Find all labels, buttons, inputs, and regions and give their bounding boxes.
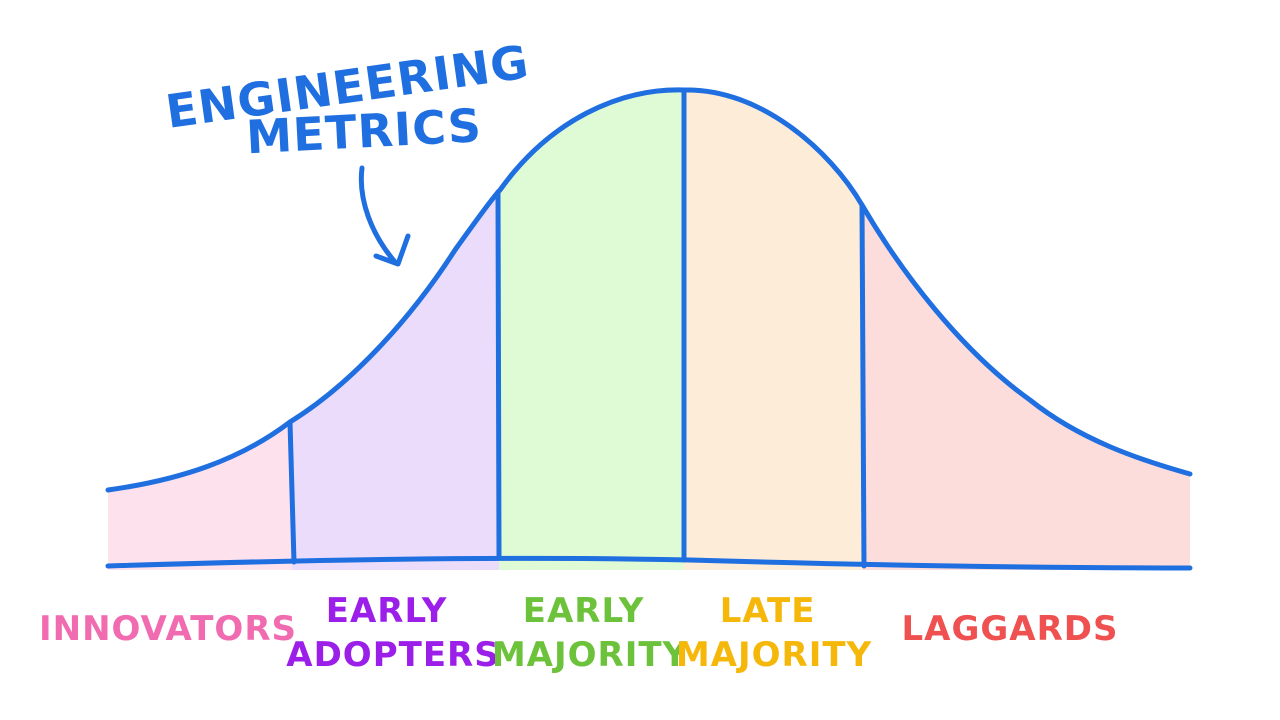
laggards-region xyxy=(863,89,1190,570)
late-majority-region xyxy=(684,89,863,570)
label-laggards: LAGGARDS xyxy=(902,609,1119,649)
segment-labels: INNOVATORS EARLY ADOPTERS EARLY MAJORITY… xyxy=(39,591,1119,675)
label-innovators-line-1: INNOVATORS xyxy=(39,609,297,649)
bell-curve xyxy=(105,87,1193,493)
label-early-majority: EARLY MAJORITY xyxy=(492,591,688,675)
baseline xyxy=(105,555,1193,571)
annotation-line-2: METRICS xyxy=(245,98,483,164)
divider-4 xyxy=(859,202,867,569)
label-laggards-line-1: LAGGARDS xyxy=(902,609,1119,649)
label-early-adopters-line-1: EARLY xyxy=(326,591,448,631)
divider-1 xyxy=(287,419,297,565)
label-early-majority-line-2: MAJORITY xyxy=(492,635,688,675)
label-early-adopters-line-2: ADOPTERS xyxy=(286,635,499,675)
label-late-majority: LATE MAJORITY xyxy=(676,591,872,675)
label-late-majority-line-1: LATE xyxy=(720,591,816,631)
label-early-adopters: EARLY ADOPTERS xyxy=(286,591,499,675)
label-late-majority-line-2: MAJORITY xyxy=(676,635,872,675)
label-early-majority-line-1: EARLY xyxy=(523,591,645,631)
early-majority-region xyxy=(499,89,684,570)
annotation-arrow xyxy=(358,165,411,267)
label-innovators: INNOVATORS xyxy=(39,609,297,649)
divider-2 xyxy=(495,189,502,559)
